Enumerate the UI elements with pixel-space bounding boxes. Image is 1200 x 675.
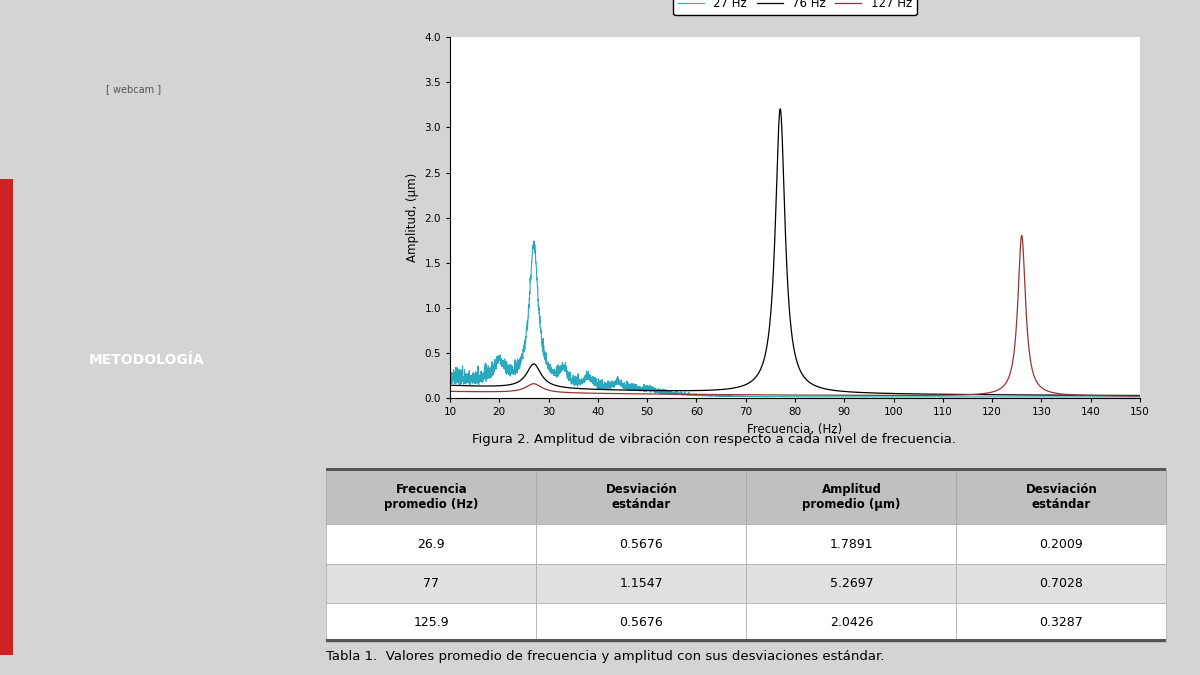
Text: Tabla 1.  Valores promedio de frecuencia y amplitud con sus desviaciones estánda: Tabla 1. Valores promedio de frecuencia … xyxy=(326,650,884,663)
Text: Desviación
estándar: Desviación estándar xyxy=(1026,483,1097,511)
127 Hz xyxy=(568,389,582,397)
Text: Frecuencia
promedio (Hz): Frecuencia promedio (Hz) xyxy=(384,483,479,511)
Text: 0.3287: 0.3287 xyxy=(1039,616,1084,629)
76 Hz xyxy=(1133,392,1147,400)
27 Hz xyxy=(527,237,541,245)
Text: 0.2009: 0.2009 xyxy=(1039,537,1084,551)
76 Hz xyxy=(707,386,721,394)
Text: 77: 77 xyxy=(424,576,439,590)
Legend: 27 Hz, 76 Hz, 127 Hz: 27 Hz, 76 Hz, 127 Hz xyxy=(673,0,917,15)
27 Hz xyxy=(1130,393,1145,401)
27 Hz xyxy=(443,375,457,383)
27 Hz xyxy=(569,372,583,380)
76 Hz xyxy=(857,389,871,397)
Bar xyxy=(0,179,13,655)
X-axis label: Frecuencia, (Hz): Frecuencia, (Hz) xyxy=(748,423,842,436)
27 Hz xyxy=(857,393,871,401)
Text: Amplitud
promedio (μm): Amplitud promedio (μm) xyxy=(803,483,900,511)
Y-axis label: Amplitud, (μm): Amplitud, (μm) xyxy=(406,173,419,263)
Line: 127 Hz: 127 Hz xyxy=(450,236,1140,396)
27 Hz xyxy=(1133,393,1147,401)
76 Hz xyxy=(773,105,787,113)
27 Hz xyxy=(1010,393,1025,401)
127 Hz xyxy=(1014,232,1028,240)
Text: Figura 2. Amplitud de vibración con respecto a cada nivel de frecuencia.: Figura 2. Amplitud de vibración con resp… xyxy=(472,433,956,446)
127 Hz xyxy=(707,390,721,398)
Text: 0.5676: 0.5676 xyxy=(619,616,664,629)
127 Hz xyxy=(443,387,457,396)
127 Hz xyxy=(1010,307,1025,315)
Text: 1.1547: 1.1547 xyxy=(619,576,664,590)
127 Hz xyxy=(1133,392,1147,400)
Text: 0.7028: 0.7028 xyxy=(1039,576,1084,590)
76 Hz xyxy=(958,390,972,398)
27 Hz xyxy=(707,392,721,400)
Text: 26.9: 26.9 xyxy=(418,537,445,551)
27 Hz xyxy=(892,393,906,401)
76 Hz xyxy=(568,384,582,392)
76 Hz xyxy=(1010,391,1025,399)
Text: [ webcam ]: [ webcam ] xyxy=(106,84,161,95)
Text: Desviación
estándar: Desviación estándar xyxy=(606,483,677,511)
127 Hz xyxy=(857,392,871,400)
27 Hz xyxy=(958,393,972,401)
76 Hz xyxy=(892,389,906,398)
Text: 0.5676: 0.5676 xyxy=(619,537,664,551)
76 Hz xyxy=(443,381,457,389)
Text: 125.9: 125.9 xyxy=(414,616,449,629)
127 Hz xyxy=(958,391,972,399)
Text: 5.2697: 5.2697 xyxy=(829,576,874,590)
Line: 76 Hz: 76 Hz xyxy=(450,109,1140,396)
127 Hz xyxy=(892,392,906,400)
Text: 2.0426: 2.0426 xyxy=(829,616,874,629)
Line: 27 Hz: 27 Hz xyxy=(450,241,1140,397)
Text: 1.7891: 1.7891 xyxy=(829,537,874,551)
Text: METODOLOGÍA: METODOLOGÍA xyxy=(89,353,204,367)
